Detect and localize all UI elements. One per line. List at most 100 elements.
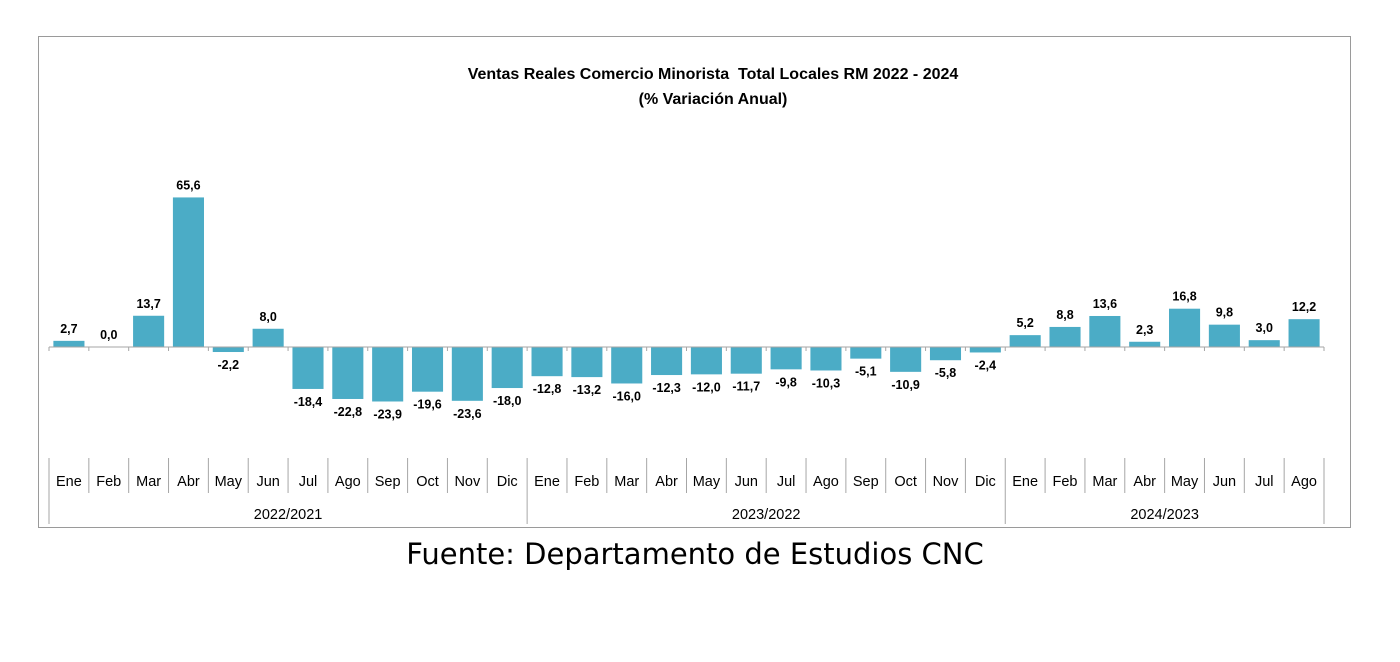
x-tick-label: Ene <box>534 474 560 490</box>
source-note: Fuente: Departamento de Estudios CNC <box>406 537 984 571</box>
bar-chart: Ventas Reales Comercio Minorista Total L… <box>48 66 1325 524</box>
data-label: -11,7 <box>732 380 760 394</box>
bar <box>292 347 324 389</box>
bar <box>1129 341 1161 347</box>
bar <box>252 328 284 347</box>
x-tick-label: Mar <box>1092 474 1117 490</box>
x-tick-label: Oct <box>416 474 439 490</box>
data-label: 16,8 <box>1172 290 1196 304</box>
x-tick-label: May <box>215 474 243 490</box>
bar <box>690 347 722 375</box>
bar <box>929 347 962 361</box>
data-label: -12,0 <box>692 380 721 394</box>
x-tick-label: Jul <box>777 474 796 490</box>
bar <box>411 347 444 392</box>
bar <box>172 197 204 347</box>
x-tick-label: Jun <box>1213 474 1236 490</box>
x-tick-label: Mar <box>614 474 639 490</box>
bar <box>770 347 802 370</box>
bar <box>890 347 922 372</box>
x-tick-label: Feb <box>574 474 599 490</box>
bar <box>1169 308 1201 347</box>
value-labels-layer: 2,7 0,0 13,7 65,6 -2,2 8,0 -18,4 -22,8 -23,9 -19,… <box>60 178 1316 421</box>
x-tick-label: Ago <box>1291 474 1317 490</box>
x-tick-label: Ago <box>813 474 839 490</box>
x-tick-label: Jun <box>256 474 279 490</box>
bar <box>611 347 643 384</box>
data-label: -10,9 <box>891 378 920 392</box>
bar <box>451 347 483 401</box>
x-tick-label: Oct <box>894 474 917 490</box>
x-tick-label: Ene <box>1012 474 1038 490</box>
data-label: 5,2 <box>1016 316 1033 330</box>
x-tick-label: Jul <box>1255 474 1274 490</box>
bar <box>133 315 165 347</box>
x-tick-label: Feb <box>1053 474 1078 490</box>
x-group-label: 2023/2022 <box>732 507 801 523</box>
data-label: -18,4 <box>294 395 323 409</box>
x-tick-label: Jul <box>299 474 318 490</box>
x-tick-label: Jun <box>735 474 758 490</box>
data-label: -18,0 <box>493 394 522 408</box>
data-label: -22,8 <box>334 405 363 419</box>
x-tick-label: Sep <box>375 474 401 490</box>
bar <box>491 347 523 389</box>
data-label: -9,8 <box>775 375 797 389</box>
x-tick-label: Dic <box>975 474 996 490</box>
bar <box>1248 340 1280 347</box>
data-label: -2,2 <box>218 358 240 372</box>
bar <box>372 347 404 402</box>
data-label: -12,3 <box>652 381 681 395</box>
bar <box>531 347 563 377</box>
data-label: 8,8 <box>1056 308 1073 322</box>
x-tick-label: Nov <box>454 474 481 490</box>
data-label: -5,1 <box>855 365 877 379</box>
bar <box>1049 326 1081 347</box>
data-label: -10,3 <box>812 376 841 390</box>
bar <box>651 347 683 376</box>
chart-title: Ventas Reales Comercio Minorista Total L… <box>468 66 959 83</box>
chart-frame: Ventas Reales Comercio Minorista Total L… <box>38 36 1351 528</box>
bar <box>1009 335 1041 347</box>
x-group-label: 2024/2023 <box>1130 507 1199 523</box>
data-label: 13,7 <box>136 297 160 311</box>
x-tick-label: May <box>1171 474 1199 490</box>
bar <box>1089 315 1121 347</box>
x-tick-label: Sep <box>853 474 879 490</box>
x-tick-label: Mar <box>136 474 161 490</box>
data-label: -12,8 <box>533 382 562 396</box>
x-tick-label: Abr <box>177 474 200 490</box>
data-label: -23,6 <box>453 407 482 421</box>
bar <box>212 347 244 353</box>
data-label: -13,2 <box>573 383 602 397</box>
x-tick-label: Dic <box>497 474 518 490</box>
data-label: -16,0 <box>612 389 641 403</box>
x-axis: Ene Feb Mar Abr May Jun Jul Ago Sep Oct Nov Dic Ene F… <box>48 346 1325 524</box>
data-label: 13,6 <box>1093 297 1117 311</box>
x-group-label: 2022/2021 <box>254 507 323 523</box>
data-label: 8,0 <box>259 310 276 324</box>
chart-subtitle: (% Variación Anual) <box>639 91 788 108</box>
data-label: 2,3 <box>1136 323 1153 337</box>
data-label: 9,8 <box>1216 306 1233 320</box>
x-tick-label: Ago <box>335 474 361 490</box>
bar <box>571 347 603 378</box>
data-label: -19,6 <box>413 398 442 412</box>
bar <box>969 347 1001 353</box>
bar <box>850 347 882 359</box>
bar <box>1288 319 1320 347</box>
bar <box>730 347 762 374</box>
data-label: -23,9 <box>373 407 402 421</box>
bar <box>53 340 85 347</box>
data-label: 0,0 <box>100 328 117 342</box>
x-tick-label: Abr <box>1133 474 1156 490</box>
x-tick-label: Nov <box>933 474 960 490</box>
bar <box>810 347 842 371</box>
x-tick-label: Ene <box>56 474 82 490</box>
x-tick-label: Abr <box>655 474 678 490</box>
data-label: -2,4 <box>975 358 997 372</box>
bar <box>332 347 364 399</box>
bars-layer <box>53 197 1320 402</box>
x-tick-label: May <box>693 474 721 490</box>
data-label: 65,6 <box>176 178 200 192</box>
